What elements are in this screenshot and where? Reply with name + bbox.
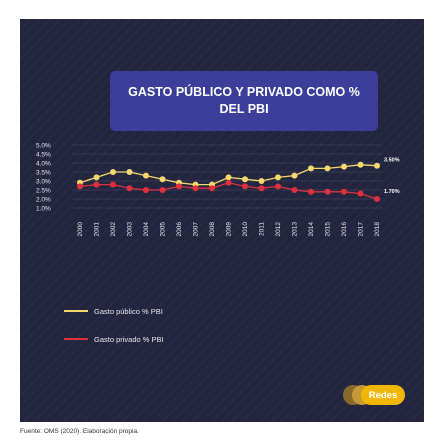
data-point xyxy=(308,165,314,172)
data-point xyxy=(258,185,265,192)
x-tick-label: 2000 xyxy=(77,222,84,237)
legend-line-private xyxy=(64,338,88,340)
legend-item-private: Gasto privado % PBI xyxy=(64,332,164,346)
x-tick-label: 2014 xyxy=(308,222,315,237)
chart-title: GASTO PÚBLICO Y PRIVADO COMO % DEL PBI xyxy=(110,71,378,131)
data-point xyxy=(341,188,347,195)
series-end-label: 1.70% xyxy=(384,189,400,195)
x-tick-label: 2017 xyxy=(358,222,365,237)
data-point xyxy=(159,176,166,183)
chart-title-line-2: DEL PBI xyxy=(219,102,269,116)
x-tick-label: 2007 xyxy=(193,222,200,237)
data-point xyxy=(143,187,149,193)
data-point xyxy=(93,181,100,188)
x-tick-label: 2011 xyxy=(259,222,266,236)
data-point xyxy=(242,176,248,183)
chart-card: GASTO PÚBLICO Y PRIVADO COMO % DEL PBI 5… xyxy=(20,19,424,422)
x-tick-label: 2018 xyxy=(374,222,381,237)
y-tick-label: 4.5% xyxy=(36,152,51,159)
data-point xyxy=(110,169,116,175)
brand-name: Redes xyxy=(361,385,405,405)
data-point xyxy=(357,190,364,197)
legend-label-private: Gasto privado % PBI xyxy=(94,334,164,344)
data-point xyxy=(275,183,281,190)
data-point xyxy=(308,188,314,195)
x-tick-label: 2012 xyxy=(275,222,282,237)
data-point xyxy=(126,169,133,175)
x-tick-label: 2016 xyxy=(341,222,348,237)
data-point xyxy=(126,185,133,192)
data-point xyxy=(225,179,232,186)
data-point xyxy=(374,196,380,202)
data-point xyxy=(291,187,298,193)
data-point xyxy=(77,183,83,190)
data-point xyxy=(341,163,347,170)
legend-label-public: Gasto público % PBI xyxy=(94,306,163,316)
data-point xyxy=(357,161,364,168)
brand-logo: Redes xyxy=(343,384,405,406)
y-tick-label: 3.5% xyxy=(36,170,51,177)
chart-title-line-1: GASTO PÚBLICO Y PRIVADO COMO % xyxy=(128,85,360,99)
x-tick-label: 2006 xyxy=(176,222,183,237)
data-point xyxy=(324,188,331,195)
y-tick-label: 2.5% xyxy=(36,188,51,195)
source-note: Fuente: OMS (2020). Elaboración propia. xyxy=(20,428,139,435)
data-point xyxy=(275,174,281,181)
x-tick-label: 2015 xyxy=(325,222,332,237)
y-tick-label: 5.0% xyxy=(36,143,51,150)
legend-line-public xyxy=(64,310,88,312)
x-tick-label: 2008 xyxy=(209,222,216,237)
data-point xyxy=(258,178,265,184)
x-tick-label: 2013 xyxy=(292,222,299,237)
data-point xyxy=(225,174,232,181)
x-tick-label: 2005 xyxy=(160,222,167,237)
data-point xyxy=(324,165,331,172)
x-tick-label: 2010 xyxy=(242,222,249,237)
x-tick-label: 2002 xyxy=(110,222,117,237)
data-point xyxy=(110,181,116,188)
data-point xyxy=(291,172,298,179)
data-point xyxy=(143,172,149,179)
data-point xyxy=(192,185,199,192)
y-tick-label: 4.0% xyxy=(36,161,51,168)
x-tick-label: 2001 xyxy=(94,222,101,237)
data-point xyxy=(93,174,100,181)
series-end-label: 3.50% xyxy=(384,158,400,164)
x-tick-label: 2003 xyxy=(127,222,134,237)
y-tick-label: 1.0% xyxy=(36,206,51,213)
x-tick-label: 2009 xyxy=(226,222,233,237)
y-tick-label: 2.0% xyxy=(36,197,51,204)
data-point xyxy=(209,185,215,192)
data-point xyxy=(242,183,248,190)
y-tick-label: 3.0% xyxy=(36,179,51,186)
data-point xyxy=(159,187,166,193)
data-point xyxy=(176,183,182,190)
legend-item-public: Gasto público % PBI xyxy=(64,304,163,318)
line-chart: 5.0% 4.5% 4.0% 3.5% 3.0% 2.5% 2.0% 1.0% 2000 2001… xyxy=(36,143,400,237)
x-tick-label: 2004 xyxy=(143,222,150,237)
data-point xyxy=(374,162,380,169)
